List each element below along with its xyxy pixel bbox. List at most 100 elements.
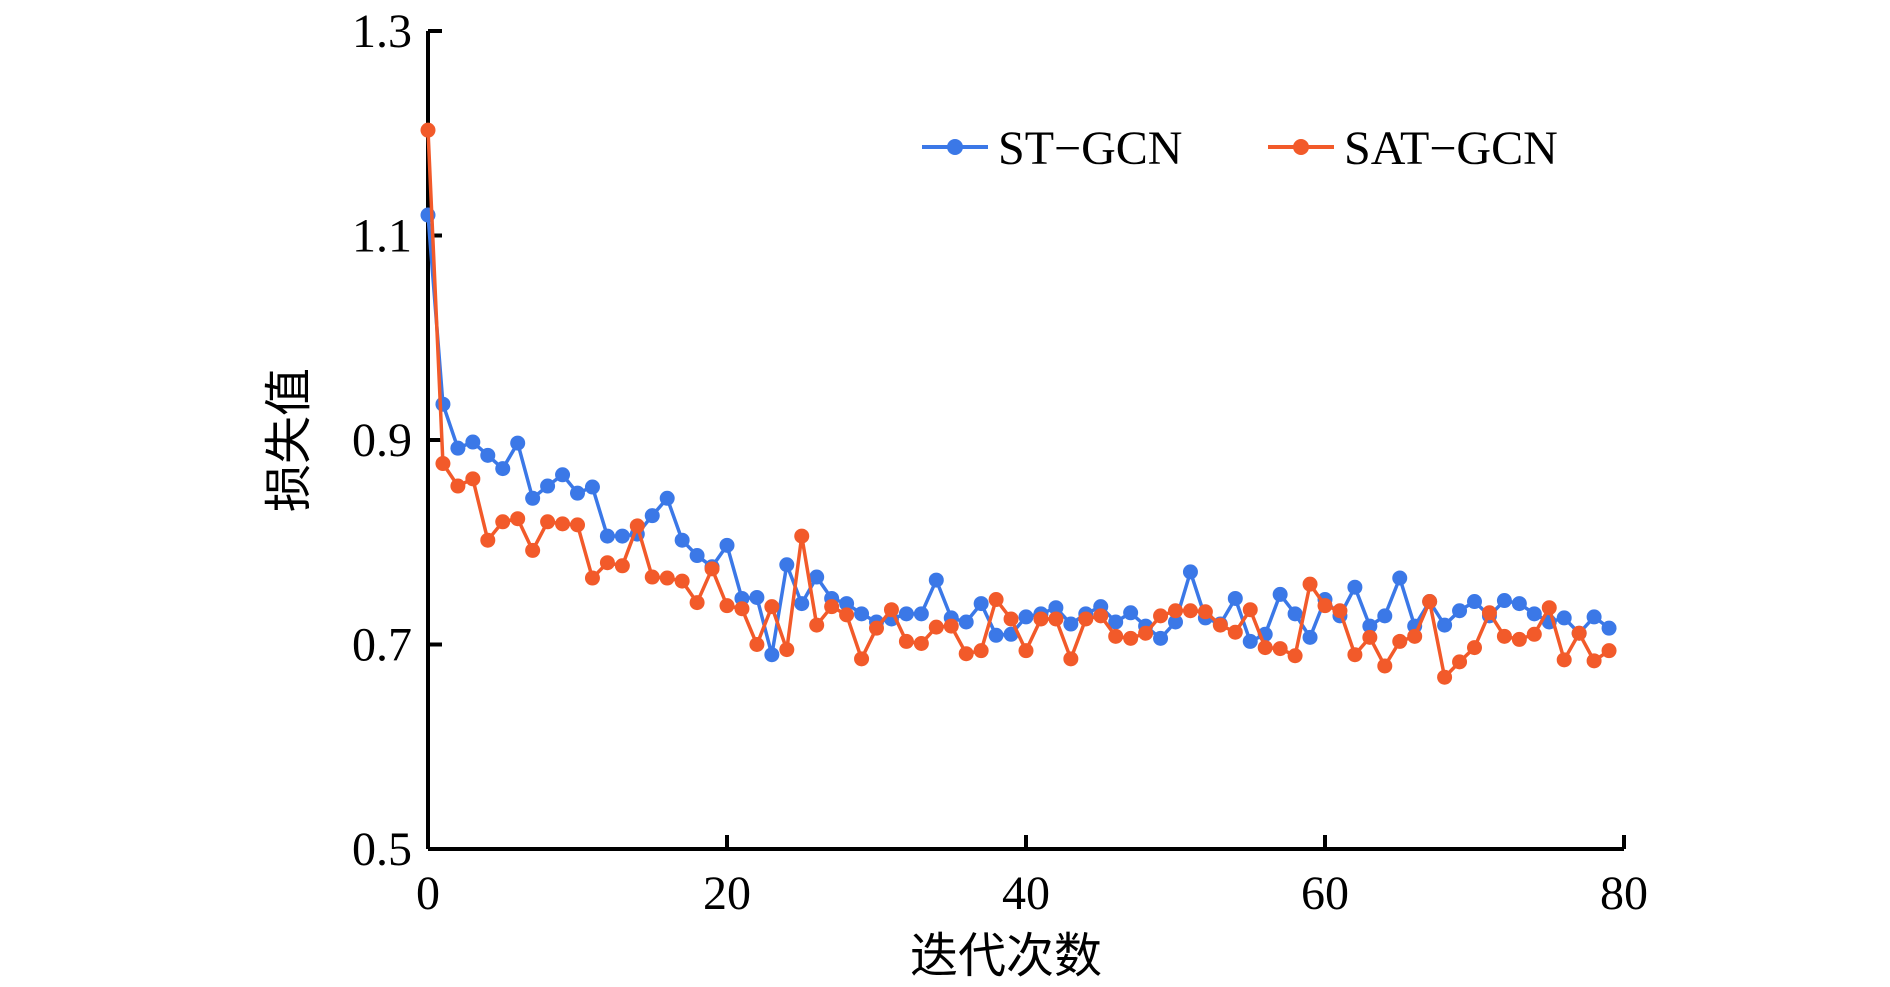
x-tick-label: 0 xyxy=(416,867,440,920)
data-point xyxy=(1526,606,1542,622)
data-point xyxy=(584,570,600,586)
data-point xyxy=(719,598,735,614)
data-point xyxy=(913,635,929,651)
data-point xyxy=(1227,590,1243,606)
data-point xyxy=(1003,611,1019,627)
data-point xyxy=(764,647,780,663)
data-point xyxy=(854,606,870,622)
data-point xyxy=(1153,630,1169,646)
data-point xyxy=(869,620,884,636)
data-point xyxy=(1108,628,1124,644)
data-point xyxy=(883,602,899,618)
series-sat-gcn xyxy=(420,122,1617,685)
data-point xyxy=(973,643,989,659)
data-point xyxy=(1168,603,1183,619)
data-point xyxy=(465,471,481,487)
data-point xyxy=(1407,628,1423,644)
data-point xyxy=(1377,658,1393,674)
data-point xyxy=(988,592,1004,608)
data-point xyxy=(495,514,511,530)
data-point xyxy=(644,508,660,524)
data-point xyxy=(510,435,526,451)
data-point xyxy=(599,555,615,571)
data-point xyxy=(1586,609,1602,625)
legend-item-sat-gcn: SAT−GCN xyxy=(1268,122,1558,175)
x-tick-label: 60 xyxy=(1301,867,1349,920)
data-point xyxy=(809,617,825,633)
data-point xyxy=(420,122,436,138)
data-point xyxy=(824,599,840,615)
x-tick-label: 80 xyxy=(1600,867,1648,920)
data-point xyxy=(614,558,630,574)
y-tick-label: 1.1 xyxy=(352,210,412,263)
data-point xyxy=(1018,643,1034,659)
data-point xyxy=(510,511,526,527)
data-point xyxy=(540,514,556,530)
data-point xyxy=(1541,600,1557,616)
data-point xyxy=(689,548,705,564)
data-point xyxy=(1093,608,1109,624)
data-point xyxy=(1212,617,1228,633)
data-point xyxy=(1556,652,1572,668)
data-point xyxy=(1347,647,1363,663)
legend-item-st-gcn: ST−GCN xyxy=(922,122,1182,175)
data-point xyxy=(435,456,451,472)
data-point xyxy=(898,633,914,649)
data-point xyxy=(1272,586,1288,602)
data-point xyxy=(1033,611,1049,627)
data-point xyxy=(1063,616,1079,632)
data-point xyxy=(1242,602,1258,618)
data-point xyxy=(1452,654,1468,670)
data-point xyxy=(779,557,795,573)
data-point xyxy=(988,627,1004,643)
data-point xyxy=(644,569,660,585)
data-point xyxy=(1063,651,1079,667)
data-point xyxy=(1182,564,1198,580)
data-point xyxy=(749,637,765,652)
data-point xyxy=(1422,594,1438,610)
data-point xyxy=(1302,576,1318,592)
data-point xyxy=(809,569,825,585)
data-point xyxy=(495,461,511,477)
data-point xyxy=(629,518,645,534)
series-line xyxy=(426,214,1611,657)
data-point xyxy=(1018,609,1034,625)
data-point xyxy=(1437,669,1453,685)
data-point xyxy=(749,589,765,605)
legend-label-st-gcn: ST−GCN xyxy=(998,122,1182,175)
x-tick-label: 40 xyxy=(1002,867,1050,920)
data-point xyxy=(928,619,944,635)
data-point xyxy=(674,532,690,548)
data-point xyxy=(1227,624,1243,640)
data-point xyxy=(1511,596,1527,612)
data-point xyxy=(1287,606,1303,622)
data-point xyxy=(1601,643,1617,659)
y-tick-label: 0.9 xyxy=(352,414,412,467)
data-point xyxy=(898,606,914,622)
data-point xyxy=(1123,630,1139,646)
data-point xyxy=(1048,611,1064,627)
data-point xyxy=(1556,610,1572,626)
data-point xyxy=(555,516,571,532)
y-axis-title: 损失值 xyxy=(261,368,317,512)
data-point xyxy=(1496,628,1512,644)
axes: 0.5 0.7 0.9 1.1 1.3 0 20 40 60 80 xyxy=(352,5,1648,920)
data-point xyxy=(1467,594,1482,610)
data-point xyxy=(1586,653,1602,669)
x-axis-title: 迭代次数 xyxy=(910,928,1102,984)
data-point xyxy=(1317,598,1333,614)
data-point xyxy=(764,599,780,615)
data-point xyxy=(1272,641,1288,657)
x-ticks: 0 20 40 60 80 xyxy=(416,835,1648,920)
data-point xyxy=(839,607,855,623)
data-point xyxy=(570,517,585,533)
data-point xyxy=(1571,625,1587,641)
data-point xyxy=(1138,625,1154,641)
data-point xyxy=(614,528,630,544)
data-point xyxy=(1123,605,1139,621)
data-point xyxy=(1362,629,1378,645)
data-point xyxy=(450,478,466,494)
data-point xyxy=(1392,570,1408,586)
data-point xyxy=(779,642,795,658)
